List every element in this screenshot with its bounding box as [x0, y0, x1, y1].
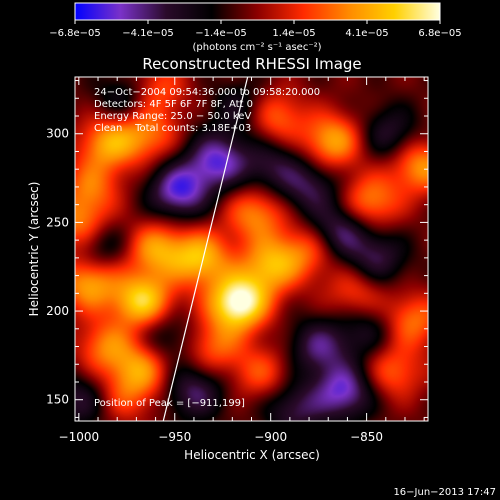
- x-tick-label: −1000: [59, 430, 100, 444]
- annotation-line-clean: Clean Total counts: 3.18E+03: [94, 123, 251, 134]
- colorbar-tick-label: −4.1e−05: [122, 28, 174, 39]
- x-axis-label: Heliocentric X (arcsec): [184, 448, 320, 462]
- colorbar-tick-label: 4.1e−05: [345, 28, 388, 39]
- heatmap-image-container: [75, 77, 428, 421]
- solar-limb-line: [162, 77, 249, 421]
- y-tick-label: 150: [46, 393, 69, 407]
- annotation-line-time: 24−Oct−2004 09:54:36.000 to 09:58:20.000: [94, 87, 320, 98]
- annotation-line-detectors: Detectors: 4F 5F 6F 7F 8F, Att 0: [94, 99, 253, 110]
- plot-area: −1000 −950 −900 −850 150 200 250 300: [46, 76, 429, 444]
- colorbar: −6.8e−05 −4.1e−05 −1.4e−05 1.4e−05 4.1e−05 6.…: [49, 2, 462, 53]
- heatmap-image: [75, 77, 428, 421]
- colorbar-tick-label: 1.4e−05: [272, 28, 315, 39]
- colorbar-tick-label: −1.4e−05: [195, 28, 247, 39]
- x-axis-ticks: −1000 −950 −900 −850: [59, 77, 425, 444]
- peak-position-label: Position of Peak = [−911,199]: [94, 398, 245, 409]
- x-tick-label: −950: [158, 430, 191, 444]
- colorbar-tick-label: 6.8e−05: [418, 28, 461, 39]
- y-tick-label: 200: [46, 304, 69, 318]
- y-axis-ticks: 150 200 250 300: [46, 80, 428, 418]
- annotation-line-energy: Energy Range: 25.0 − 50.0 keV: [94, 111, 251, 122]
- colorbar-ticks: −6.8e−05 −4.1e−05 −1.4e−05 1.4e−05 4.1e−05 6.…: [49, 20, 462, 39]
- x-tick-label: −900: [254, 430, 287, 444]
- y-tick-label: 250: [46, 215, 69, 229]
- y-axis-label: Heliocentric Y (arcsec): [27, 182, 41, 317]
- timestamp: 16−Jun−2013 17:47: [393, 487, 496, 498]
- x-tick-label: −850: [350, 430, 383, 444]
- colorbar-units: (photons cm⁻² s⁻¹ asec⁻²): [192, 42, 321, 53]
- chart-title: Reconstructed RHESSI Image: [142, 55, 361, 73]
- y-tick-label: 300: [46, 127, 69, 141]
- colorbar-strip: [74, 2, 441, 21]
- annotation-block: 24−Oct−2004 09:54:36.000 to 09:58:20.000…: [94, 87, 320, 134]
- colorbar-tick-label: −6.8e−05: [49, 28, 101, 39]
